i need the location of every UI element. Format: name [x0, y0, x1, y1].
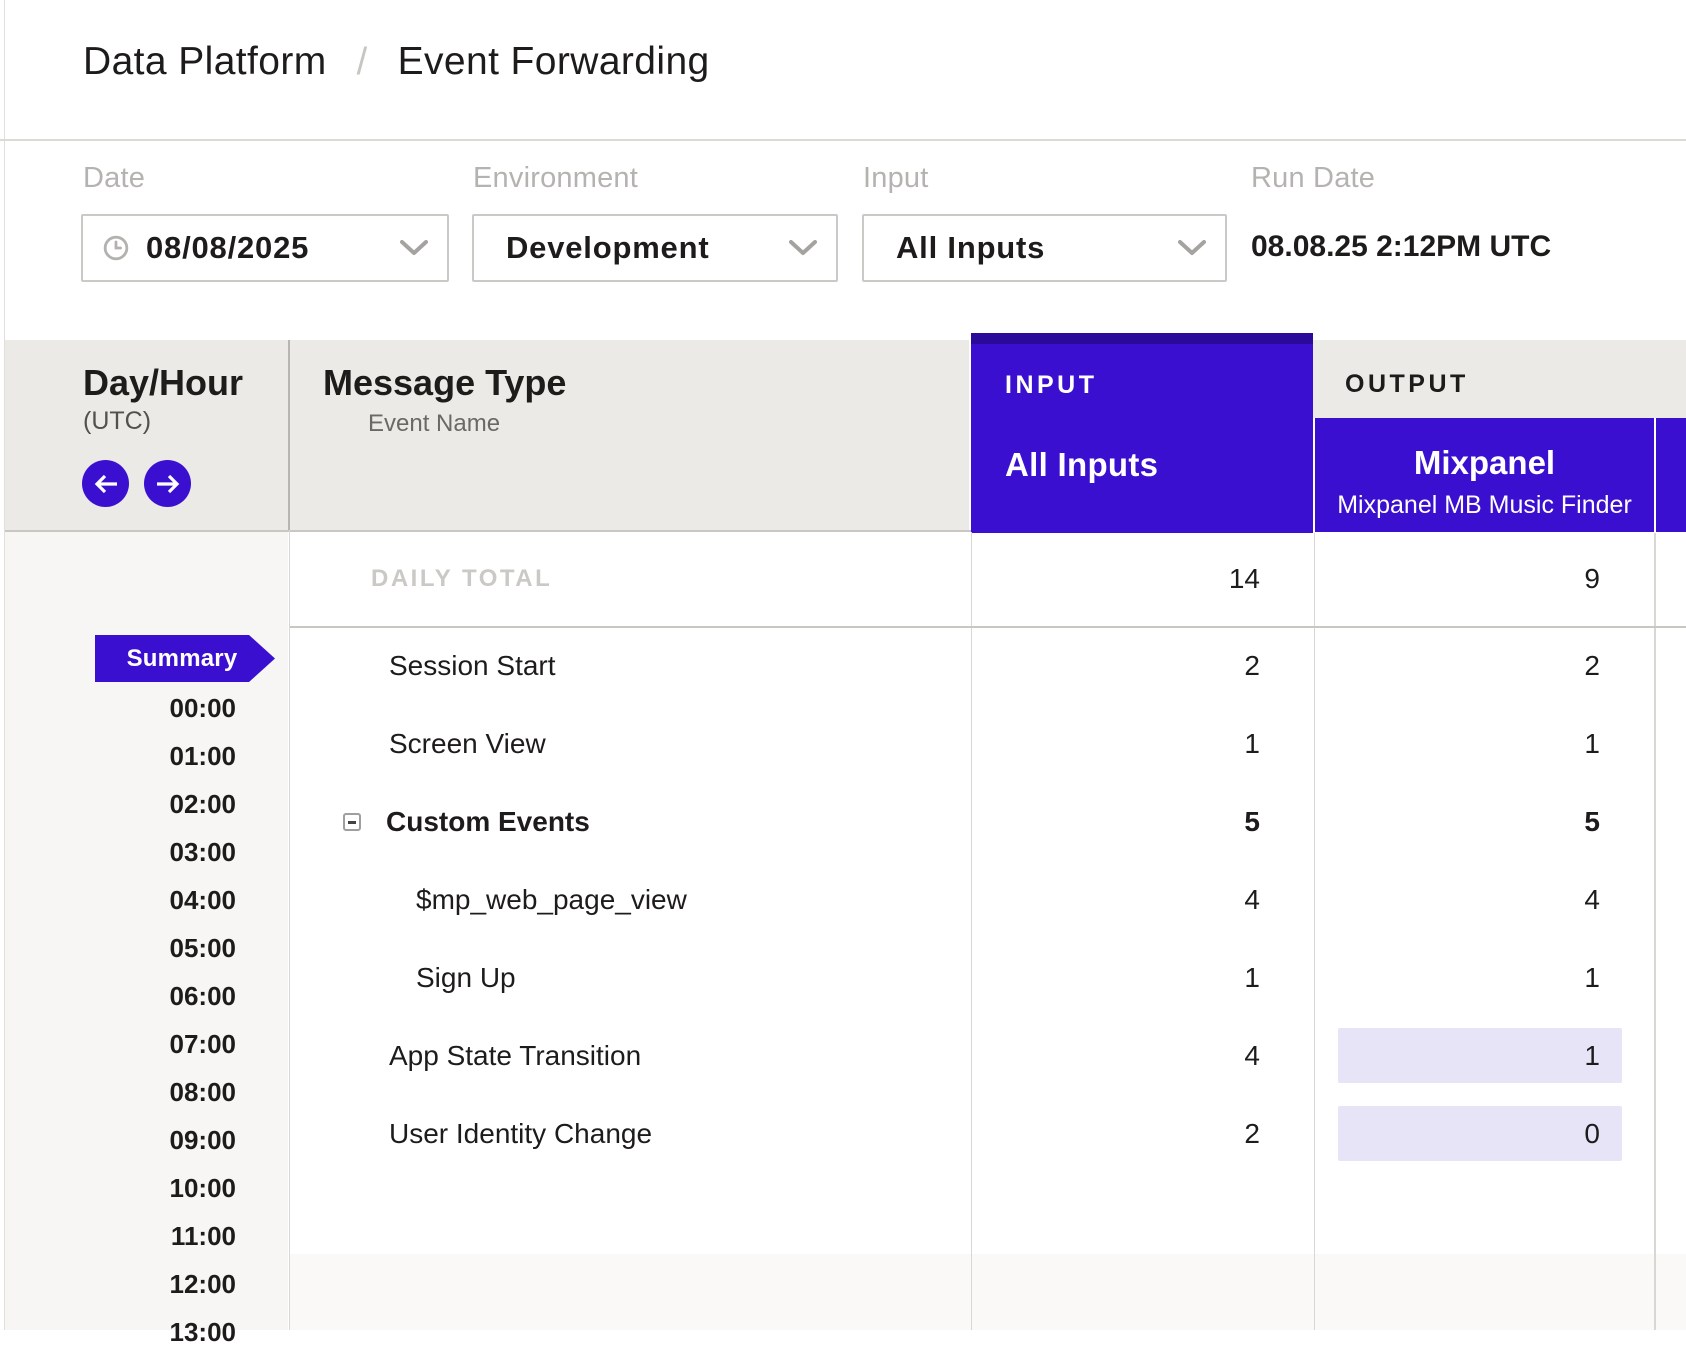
hour-slot[interactable]: 09:00 — [169, 1124, 237, 1155]
daily-total-label: DAILY TOTAL — [371, 565, 553, 592]
event-type-label: User Identity Change — [389, 1118, 653, 1149]
hour-slot[interactable]: 00:00 — [169, 692, 237, 723]
summary-tab-label: Summary — [126, 644, 238, 672]
output-count-cell: 2 — [1584, 650, 1600, 681]
event-type-label: App State Transition — [389, 1040, 642, 1071]
output-count-cell: 1 — [1584, 728, 1600, 759]
summary-tab[interactable]: Summary — [95, 635, 275, 682]
environment-filter-label: Environment — [473, 162, 638, 194]
run-date-label: Run Date — [1251, 162, 1376, 194]
input-value: All Inputs — [896, 230, 1046, 265]
left-edge-divider — [4, 0, 5, 1330]
breadcrumb-section[interactable]: Data Platform — [83, 40, 327, 83]
output-count-cell: 4 — [1584, 884, 1600, 915]
column-separator — [1313, 418, 1315, 533]
input-count-cell: 1 — [1244, 728, 1260, 759]
hour-slot[interactable]: 08:00 — [169, 1076, 237, 1107]
table-footer-area — [290, 1254, 1686, 1330]
output-column-subtitle: Mixpanel MB Music Finder — [1337, 491, 1632, 519]
date-select[interactable]: 08/08/2025 — [81, 214, 449, 282]
input-select[interactable]: All Inputs — [862, 214, 1227, 282]
hour-slot[interactable]: 05:00 — [169, 932, 237, 963]
input-count-cell: 1 — [1244, 962, 1260, 993]
highlighted-cell — [1338, 1106, 1622, 1161]
event-type-label: Session Start — [389, 650, 556, 681]
column-separator — [1654, 418, 1656, 533]
input-count-cell: 4 — [1244, 884, 1260, 915]
grid-line — [970, 532, 972, 1330]
event-type-label: Screen View — [389, 728, 546, 759]
hour-slot[interactable]: 01:00 — [169, 740, 237, 771]
input-column-title: All Inputs — [1005, 446, 1159, 483]
output-group-label: OUTPUT — [1345, 370, 1469, 398]
event-type-label: Custom Events — [386, 806, 590, 837]
daily-total-output-value: 9 — [1584, 563, 1600, 594]
table-row: $mp_web_page_view 4 4 — [290, 861, 1686, 939]
daily-total-input-value: 14 — [1228, 563, 1260, 594]
next-day-button[interactable] — [144, 460, 191, 507]
output-count-cell: 0 — [1584, 1118, 1600, 1149]
input-count-cell: 2 — [1244, 1118, 1260, 1149]
output-column-title: Mixpanel — [1413, 444, 1556, 481]
environment-value: Development — [506, 230, 710, 265]
hour-slot[interactable]: 02:00 — [169, 788, 237, 819]
grid-line — [1313, 533, 1315, 1330]
input-group-label: INPUT — [1005, 371, 1098, 399]
input-column-top-accent — [971, 333, 1313, 344]
arrow-right-icon — [156, 474, 179, 493]
input-count-cell: 2 — [1244, 650, 1260, 681]
grid-line — [288, 530, 290, 1330]
input-count-cell: 4 — [1244, 1040, 1260, 1071]
output-count-cell: 1 — [1584, 1040, 1600, 1071]
event-type-label: Sign Up — [416, 962, 516, 993]
column-separator — [288, 340, 290, 530]
table-row: User Identity Change 2 0 — [290, 1095, 1686, 1173]
arrow-left-icon — [94, 474, 117, 493]
daily-total-divider — [290, 626, 1686, 628]
day-hour-subtitle: (UTC) — [83, 407, 152, 435]
date-value: 08/08/2025 — [146, 230, 310, 265]
hour-slot[interactable]: 12:00 — [169, 1268, 237, 1299]
chevron-down-icon — [400, 240, 428, 255]
previous-day-button[interactable] — [82, 460, 129, 507]
hour-slot[interactable]: 04:00 — [169, 884, 237, 915]
table-row: App State Transition 4 1 — [290, 1017, 1686, 1095]
column-separator — [969, 340, 971, 530]
highlighted-cell — [1338, 1028, 1622, 1083]
input-filter-label: Input — [863, 162, 929, 194]
input-count-cell: 5 — [1244, 806, 1260, 837]
day-hour-header: Day/Hour — [83, 362, 244, 403]
chevron-down-icon — [789, 240, 817, 255]
input-column-header[interactable]: INPUT All Inputs — [971, 333, 1313, 533]
next-output-column-header[interactable] — [1656, 418, 1686, 532]
page-title: Event Forwarding — [397, 40, 710, 83]
header-divider — [0, 139, 1686, 141]
table-row: Custom Events 5 5 — [290, 783, 1686, 861]
hour-slot[interactable]: 10:00 — [169, 1172, 237, 1203]
environment-select[interactable]: Development — [472, 214, 838, 282]
output-column-header[interactable]: Mixpanel Mixpanel MB Music Finder — [1315, 418, 1654, 532]
run-date-value: 08.08.25 2:12PM UTC — [1251, 230, 1552, 263]
hour-slot[interactable]: 13:00 — [169, 1316, 237, 1347]
breadcrumb: Data Platform / Event Forwarding — [83, 40, 710, 84]
hour-slot[interactable]: 03:00 — [169, 836, 237, 867]
output-count-cell: 5 — [1584, 806, 1600, 837]
table-row: Sign Up 1 1 — [290, 939, 1686, 1017]
hour-slot[interactable]: 11:00 — [170, 1220, 236, 1251]
event-name-subtitle: Event Name — [368, 410, 501, 437]
hour-slot[interactable]: 06:00 — [169, 980, 237, 1011]
message-type-header: Message Type — [323, 362, 567, 403]
grid-line — [1654, 533, 1656, 1330]
hour-slot[interactable]: 07:00 — [169, 1028, 237, 1059]
event-type-label: $mp_web_page_view — [416, 884, 687, 915]
collapse-minus-icon[interactable] — [343, 813, 361, 831]
table-row: Session Start 2 2 — [290, 627, 1686, 705]
table-row: Screen View 1 1 — [290, 705, 1686, 783]
date-filter-label: Date — [83, 162, 146, 194]
breadcrumb-separator: / — [356, 41, 368, 83]
output-count-cell: 1 — [1584, 962, 1600, 993]
clock-icon — [103, 235, 129, 261]
chevron-down-icon — [1178, 240, 1206, 255]
